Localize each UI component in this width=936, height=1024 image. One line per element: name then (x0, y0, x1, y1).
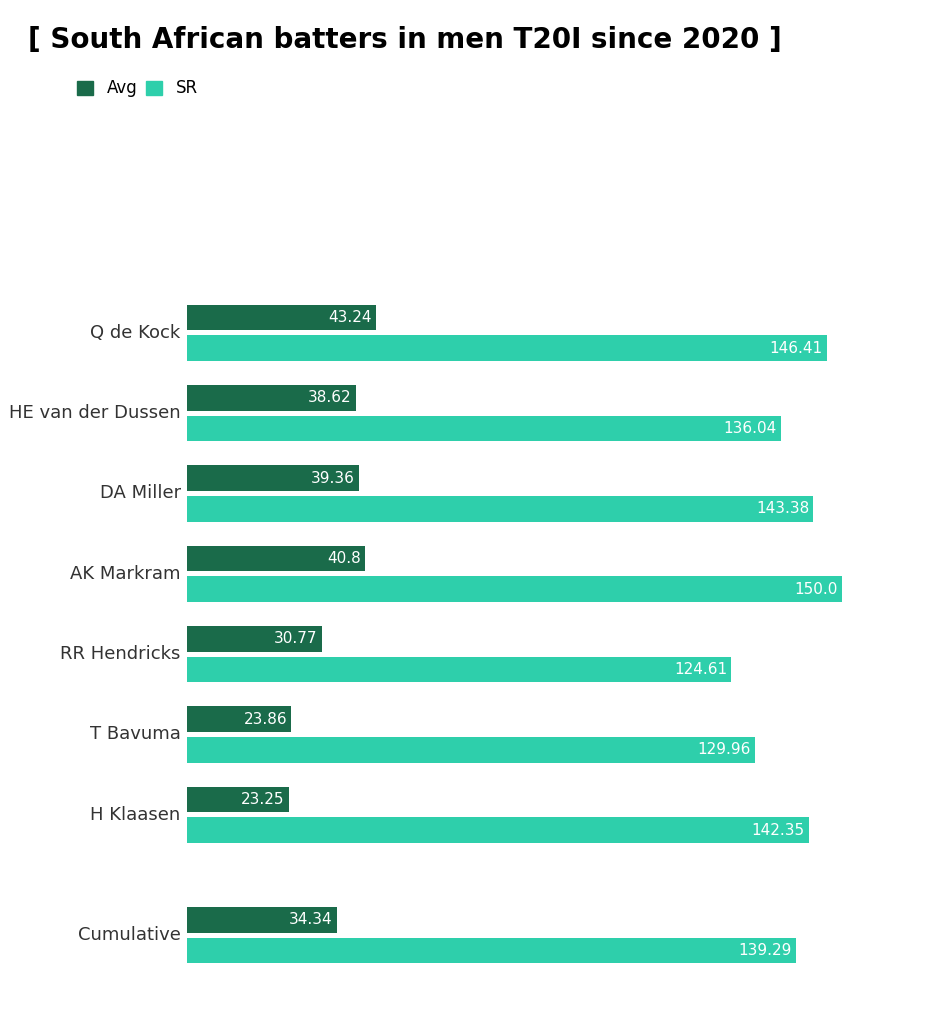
Text: 23.86: 23.86 (243, 712, 287, 727)
Bar (187, 737, 754, 763)
Bar (187, 335, 826, 360)
Text: 129.96: 129.96 (697, 742, 751, 757)
Text: 142.35: 142.35 (752, 822, 805, 838)
Text: T Bavuma: T Bavuma (90, 725, 181, 743)
Bar (187, 416, 782, 441)
Bar (187, 656, 732, 682)
Bar (187, 626, 322, 651)
Text: 39.36: 39.36 (311, 471, 355, 485)
Text: Q de Kock: Q de Kock (91, 324, 181, 342)
Bar (187, 305, 376, 331)
Text: 124.61: 124.61 (674, 662, 727, 677)
Text: AK Markram: AK Markram (70, 565, 181, 583)
Bar (187, 577, 842, 602)
Text: 38.62: 38.62 (308, 390, 352, 406)
Text: H Klaasen: H Klaasen (91, 806, 181, 823)
Text: 40.8: 40.8 (328, 551, 361, 566)
Text: DA Miller: DA Miller (99, 484, 181, 503)
Text: 143.38: 143.38 (756, 501, 809, 516)
Text: RR Hendricks: RR Hendricks (60, 645, 181, 664)
Text: 23.25: 23.25 (241, 792, 285, 807)
Text: 146.41: 146.41 (769, 341, 823, 355)
Bar (187, 938, 796, 964)
Bar (187, 907, 337, 933)
Bar (187, 546, 365, 571)
Legend: Avg, SR: Avg, SR (77, 80, 197, 97)
Text: HE van der Dussen: HE van der Dussen (9, 404, 181, 422)
Bar (187, 385, 356, 411)
Text: 34.34: 34.34 (289, 912, 333, 928)
Text: 136.04: 136.04 (724, 421, 777, 436)
Text: [ South African batters in men T20I since 2020 ]: [ South African batters in men T20I sinc… (28, 26, 782, 53)
Bar (187, 707, 291, 732)
Text: 139.29: 139.29 (738, 943, 791, 958)
Text: 43.24: 43.24 (329, 310, 372, 325)
Bar (187, 496, 813, 521)
Text: 30.77: 30.77 (273, 632, 317, 646)
Text: Cumulative: Cumulative (78, 927, 181, 944)
Bar (187, 465, 359, 492)
Bar (187, 786, 288, 812)
Text: 150.0: 150.0 (795, 582, 838, 597)
Bar (187, 817, 809, 843)
